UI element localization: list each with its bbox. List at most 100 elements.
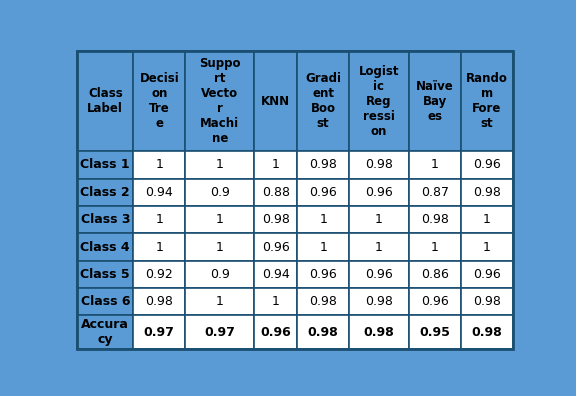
Bar	[297, 288, 349, 316]
Bar	[297, 51, 349, 151]
Text: 1: 1	[272, 158, 279, 171]
Text: KNN: KNN	[261, 95, 290, 108]
Bar	[185, 179, 254, 206]
Text: Accura
cy: Accura cy	[81, 318, 129, 346]
Bar	[77, 179, 133, 206]
Bar	[77, 151, 133, 179]
Bar	[185, 206, 254, 233]
Text: 0.96: 0.96	[309, 186, 337, 199]
Bar	[185, 316, 254, 349]
Bar	[349, 151, 409, 179]
Text: 0.96: 0.96	[260, 326, 291, 339]
Text: Class 2: Class 2	[81, 186, 130, 199]
Bar	[185, 151, 254, 179]
Text: 0.97: 0.97	[144, 326, 175, 339]
Text: Class
Label: Class Label	[88, 87, 123, 115]
Bar	[461, 233, 513, 261]
Text: 0.98: 0.98	[363, 326, 395, 339]
Bar	[77, 316, 133, 349]
Bar	[133, 51, 185, 151]
Bar	[133, 179, 185, 206]
Bar	[297, 261, 349, 288]
Text: 1: 1	[483, 240, 491, 253]
Bar	[461, 51, 513, 151]
Text: 0.92: 0.92	[145, 268, 173, 281]
Bar	[254, 316, 297, 349]
Bar	[461, 316, 513, 349]
Text: 0.96: 0.96	[309, 268, 337, 281]
Bar	[77, 51, 133, 151]
Bar	[254, 51, 297, 151]
Bar	[297, 206, 349, 233]
Bar	[409, 179, 461, 206]
Text: 0.98: 0.98	[473, 186, 501, 199]
Text: Logist
ic
Reg
ressi
on: Logist ic Reg ressi on	[359, 65, 399, 138]
Bar	[409, 151, 461, 179]
Text: 0.9: 0.9	[210, 186, 230, 199]
Bar	[297, 233, 349, 261]
Text: 1: 1	[156, 213, 163, 226]
Text: 1: 1	[216, 213, 223, 226]
Text: 0.96: 0.96	[473, 268, 501, 281]
Bar	[77, 261, 133, 288]
Text: 1: 1	[483, 213, 491, 226]
Text: Class 4: Class 4	[81, 240, 130, 253]
Bar	[254, 288, 297, 316]
Text: 0.94: 0.94	[262, 268, 290, 281]
Text: 0.98: 0.98	[473, 295, 501, 308]
Text: 1: 1	[216, 158, 223, 171]
Bar	[297, 151, 349, 179]
Bar	[349, 233, 409, 261]
Bar	[349, 261, 409, 288]
Text: 0.98: 0.98	[365, 295, 393, 308]
Text: 1: 1	[156, 158, 163, 171]
Text: 0.87: 0.87	[421, 186, 449, 199]
Bar	[185, 261, 254, 288]
Bar	[133, 288, 185, 316]
Text: 1: 1	[272, 295, 279, 308]
Bar	[133, 261, 185, 288]
Text: 1: 1	[375, 240, 383, 253]
Bar	[133, 151, 185, 179]
Bar	[77, 206, 133, 233]
Bar	[461, 179, 513, 206]
Text: 1: 1	[375, 213, 383, 226]
Bar	[254, 206, 297, 233]
Bar	[409, 51, 461, 151]
Text: 1: 1	[319, 240, 327, 253]
Text: 0.9: 0.9	[210, 268, 230, 281]
Text: 1: 1	[156, 240, 163, 253]
Text: 0.98: 0.98	[472, 326, 502, 339]
Text: 0.98: 0.98	[309, 158, 337, 171]
Text: Class 3: Class 3	[81, 213, 130, 226]
Text: 0.96: 0.96	[421, 295, 449, 308]
Bar	[409, 316, 461, 349]
Bar	[461, 288, 513, 316]
Bar	[254, 179, 297, 206]
Text: 0.96: 0.96	[365, 268, 393, 281]
Bar	[185, 51, 254, 151]
Bar	[461, 206, 513, 233]
Bar	[185, 233, 254, 261]
Text: 0.98: 0.98	[262, 213, 290, 226]
Bar	[349, 51, 409, 151]
Text: Class 5: Class 5	[81, 268, 130, 281]
Bar	[133, 233, 185, 261]
Text: 0.98: 0.98	[365, 158, 393, 171]
Bar	[349, 179, 409, 206]
Text: Suppo
rt
Vecto
r
Machi
ne: Suppo rt Vecto r Machi ne	[199, 57, 241, 145]
Bar	[77, 288, 133, 316]
Bar	[409, 206, 461, 233]
Text: 0.96: 0.96	[365, 186, 393, 199]
Text: 0.86: 0.86	[421, 268, 449, 281]
Bar	[133, 206, 185, 233]
Text: Decisi
on
Tre
e: Decisi on Tre e	[139, 72, 179, 130]
Text: Rando
m
Fore
st: Rando m Fore st	[466, 72, 508, 130]
Text: 0.95: 0.95	[419, 326, 450, 339]
Text: 0.98: 0.98	[308, 326, 339, 339]
Text: 0.98: 0.98	[145, 295, 173, 308]
Text: 0.98: 0.98	[309, 295, 337, 308]
Text: 0.97: 0.97	[204, 326, 235, 339]
Text: Naïve
Bay
es: Naïve Bay es	[416, 80, 454, 123]
Bar	[133, 316, 185, 349]
